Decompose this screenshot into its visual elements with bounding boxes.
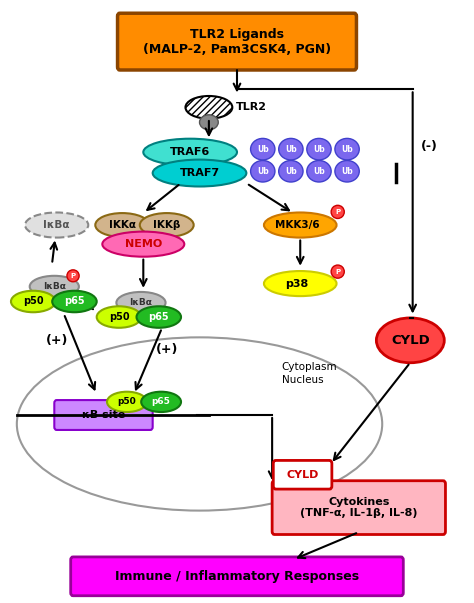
Text: Ub: Ub [285, 145, 297, 154]
Text: Immune / Inflammatory Responses: Immune / Inflammatory Responses [115, 570, 359, 583]
FancyBboxPatch shape [273, 461, 332, 489]
FancyBboxPatch shape [55, 400, 153, 430]
Text: CYLD: CYLD [286, 470, 319, 480]
Ellipse shape [95, 213, 149, 237]
Ellipse shape [143, 139, 237, 166]
Ellipse shape [335, 139, 359, 160]
Ellipse shape [335, 160, 359, 182]
Ellipse shape [141, 392, 181, 412]
Ellipse shape [264, 212, 337, 238]
Ellipse shape [25, 212, 88, 238]
Text: IKKα: IKKα [109, 220, 136, 230]
Ellipse shape [185, 96, 232, 119]
Text: p65: p65 [148, 312, 169, 322]
Ellipse shape [102, 232, 184, 257]
Ellipse shape [107, 392, 147, 412]
Text: p65: p65 [64, 297, 85, 306]
Text: TLR2 Ligands
(MALP-2, Pam3CSK4, PGN): TLR2 Ligands (MALP-2, Pam3CSK4, PGN) [143, 28, 331, 55]
Ellipse shape [264, 271, 337, 296]
Text: κB site: κB site [82, 410, 125, 420]
Ellipse shape [200, 115, 218, 130]
Ellipse shape [307, 139, 331, 160]
Text: (-): (-) [420, 140, 438, 153]
Text: p50: p50 [109, 312, 129, 322]
Text: Ub: Ub [257, 145, 269, 154]
Text: Ub: Ub [257, 167, 269, 175]
Text: (+): (+) [155, 343, 178, 356]
Text: Ub: Ub [313, 145, 325, 154]
Ellipse shape [153, 160, 246, 186]
Text: TLR2: TLR2 [236, 103, 266, 112]
Ellipse shape [117, 292, 165, 314]
Ellipse shape [52, 291, 97, 312]
Text: Cytoplasm: Cytoplasm [282, 362, 337, 372]
Text: TRAF6: TRAF6 [170, 147, 210, 157]
Ellipse shape [331, 265, 344, 278]
FancyBboxPatch shape [118, 13, 356, 70]
Text: P: P [335, 209, 340, 215]
Ellipse shape [11, 291, 55, 312]
Ellipse shape [331, 205, 344, 218]
Text: IκBα: IκBα [129, 298, 153, 307]
FancyBboxPatch shape [71, 557, 403, 596]
Text: P: P [335, 268, 340, 274]
Text: p50: p50 [23, 297, 44, 306]
Text: P: P [71, 273, 76, 279]
Ellipse shape [30, 276, 79, 297]
Ellipse shape [376, 318, 444, 363]
Text: CYLD: CYLD [391, 334, 430, 347]
Ellipse shape [279, 139, 303, 160]
Text: IκBα: IκBα [44, 220, 70, 230]
Text: Nucleus: Nucleus [282, 375, 323, 385]
Text: Ub: Ub [285, 167, 297, 175]
Text: Ub: Ub [341, 167, 353, 175]
Text: p50: p50 [118, 397, 137, 406]
Ellipse shape [251, 160, 275, 182]
Ellipse shape [97, 306, 141, 328]
Text: Ub: Ub [313, 167, 325, 175]
Ellipse shape [137, 306, 181, 328]
Text: (+): (+) [46, 334, 68, 347]
Ellipse shape [251, 139, 275, 160]
Text: NEMO: NEMO [125, 239, 162, 249]
Ellipse shape [307, 160, 331, 182]
Ellipse shape [279, 160, 303, 182]
Text: IκBα: IκBα [43, 282, 66, 291]
Text: Ub: Ub [341, 145, 353, 154]
Text: p65: p65 [152, 397, 171, 406]
Ellipse shape [67, 270, 79, 282]
Text: IKKβ: IKKβ [153, 220, 181, 230]
FancyBboxPatch shape [272, 481, 446, 534]
Ellipse shape [140, 213, 194, 237]
Text: MKK3/6: MKK3/6 [274, 220, 319, 230]
Text: TRAF7: TRAF7 [180, 168, 219, 178]
Text: Cytokines
(TNF-α, IL-1β, IL-8): Cytokines (TNF-α, IL-1β, IL-8) [300, 497, 418, 519]
Text: p38: p38 [285, 279, 309, 289]
